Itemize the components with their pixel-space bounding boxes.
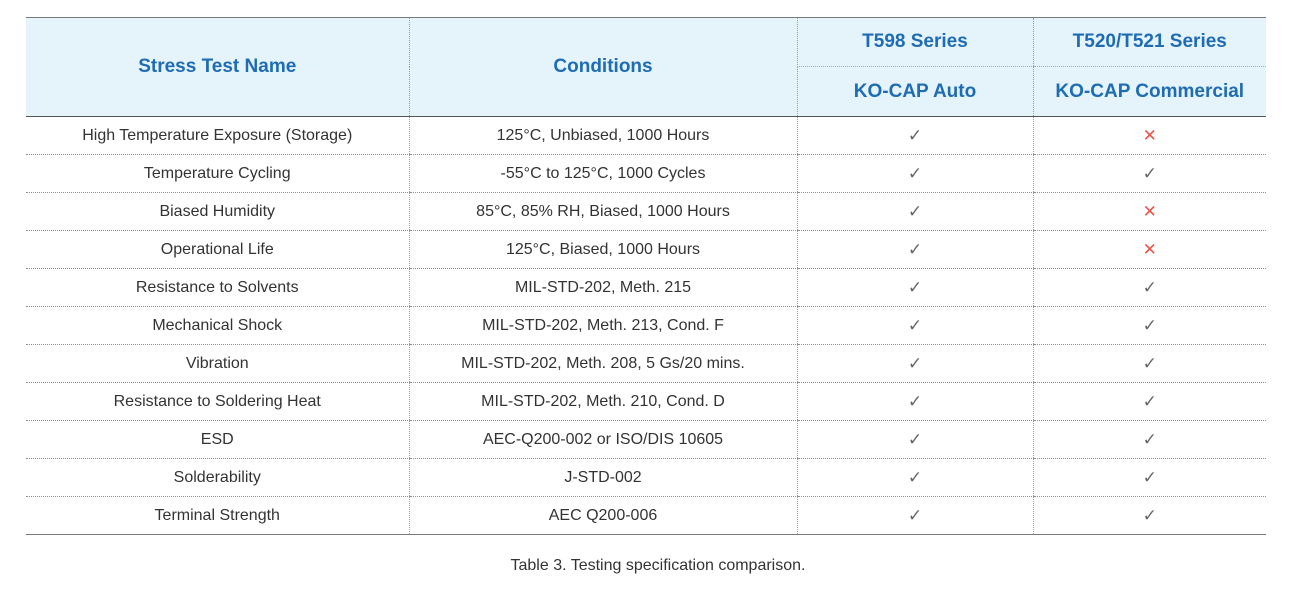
- t598-result-cell: ✓: [796, 230, 1033, 269]
- test-name-cell: Solderability: [26, 458, 409, 497]
- check-icon: ✓: [907, 353, 923, 373]
- header-series-t598: T598 Series: [796, 17, 1033, 67]
- t598-result-cell: ✓: [796, 458, 1033, 497]
- check-icon: ✓: [907, 125, 923, 145]
- table-row: High Temperature Exposure (Storage) 125°C…: [26, 116, 1266, 155]
- t520-result-cell: ✕: [1032, 230, 1266, 269]
- conditions-cell: 125°C, Biased, 1000 Hours: [408, 230, 797, 269]
- header-product-ko-cap-auto: KO-CAP Auto: [796, 66, 1033, 117]
- t598-result-cell: ✓: [796, 116, 1033, 155]
- header-product-ko-cap-commercial: KO-CAP Commercial: [1032, 66, 1266, 117]
- conditions-cell: MIL-STD-202, Meth. 215: [408, 268, 797, 307]
- header-test-name: Stress Test Name: [26, 17, 409, 117]
- header-row-series: Stress Test Name Conditions T598 Series …: [26, 17, 1266, 117]
- header-row-products: KO-CAP Auto KO-CAP Commercial: [26, 66, 1266, 117]
- table-row: Vibration MIL-STD-202, Meth. 208, 5 Gs/20…: [26, 344, 1266, 383]
- test-name-cell: High Temperature Exposure (Storage): [26, 116, 409, 155]
- test-name-cell: Resistance to Solvents: [26, 268, 409, 307]
- conditions-cell: MIL-STD-202, Meth. 208, 5 Gs/20 mins.: [408, 344, 797, 383]
- check-icon: ✓: [907, 201, 923, 221]
- test-name-cell: ESD: [26, 420, 409, 459]
- test-name-cell: Temperature Cycling: [26, 154, 409, 193]
- conditions-cell: 85°C, 85% RH, Biased, 1000 Hours: [408, 192, 797, 231]
- table-row: ESD AEC-Q200-002 or ISO/DIS 10605 ✓ ✓: [26, 420, 1266, 459]
- check-icon: ✓: [1142, 429, 1157, 449]
- t520-result-cell: ✓: [1032, 496, 1266, 535]
- table-row: Temperature Cycling -55°C to 125°C, 1000 …: [26, 154, 1266, 193]
- table-row: Resistance to Soldering Heat MIL-STD-202,…: [26, 382, 1266, 421]
- test-name-cell: Vibration: [26, 344, 409, 383]
- check-icon: ✓: [1142, 315, 1157, 335]
- t598-result-cell: ✓: [796, 496, 1033, 535]
- t520-result-cell: ✓: [1032, 382, 1266, 421]
- table-row: Biased Humidity 85°C, 85% RH, Biased, 100…: [26, 192, 1266, 231]
- conditions-cell: MIL-STD-202, Meth. 213, Cond. F: [408, 306, 797, 345]
- table-caption: Table 3. Testing specification compariso…: [510, 557, 806, 574]
- conditions-cell: AEC-Q200-002 or ISO/DIS 10605: [408, 420, 797, 459]
- t520-result-cell: ✓: [1032, 306, 1266, 345]
- t520-result-cell: ✓: [1032, 344, 1266, 383]
- cross-icon: ✕: [1142, 201, 1157, 221]
- t520-result-cell: ✓: [1032, 420, 1266, 459]
- t520-result-cell: ✕: [1032, 116, 1266, 155]
- t598-result-cell: ✓: [796, 154, 1033, 193]
- conditions-cell: 125°C, Unbiased, 1000 Hours: [408, 116, 797, 155]
- test-name-cell: Mechanical Shock: [26, 306, 409, 345]
- t598-result-cell: ✓: [796, 344, 1033, 383]
- test-name-cell: Terminal Strength: [26, 496, 409, 535]
- check-icon: ✓: [907, 429, 923, 449]
- test-name-cell: Operational Life: [26, 230, 409, 269]
- check-icon: ✓: [907, 239, 923, 259]
- t598-result-cell: ✓: [796, 420, 1033, 459]
- check-icon: ✓: [907, 315, 923, 335]
- conditions-cell: AEC Q200-006: [408, 496, 797, 535]
- table-row: Terminal Strength AEC Q200-006 ✓ ✓: [26, 496, 1266, 535]
- check-icon: ✓: [907, 277, 923, 297]
- check-icon: ✓: [1142, 467, 1157, 487]
- table-row: Resistance to Solvents MIL-STD-202, Meth.…: [26, 268, 1266, 307]
- check-icon: ✓: [1142, 353, 1157, 373]
- t520-result-cell: ✓: [1032, 268, 1266, 307]
- header-series-t520: T520/T521 Series: [1032, 17, 1266, 67]
- t520-result-cell: ✕: [1032, 192, 1266, 231]
- header-conditions: Conditions: [408, 17, 797, 117]
- check-icon: ✓: [907, 505, 923, 525]
- test-name-cell: Biased Humidity: [26, 192, 409, 231]
- table-row: Mechanical Shock MIL-STD-202, Meth. 213, …: [26, 306, 1266, 345]
- t598-result-cell: ✓: [796, 192, 1033, 231]
- conditions-cell: J-STD-002: [408, 458, 797, 497]
- t598-result-cell: ✓: [796, 382, 1033, 421]
- check-icon: ✓: [907, 467, 923, 487]
- t520-result-cell: ✓: [1032, 458, 1266, 497]
- t598-result-cell: ✓: [796, 306, 1033, 345]
- check-icon: ✓: [1142, 505, 1157, 525]
- check-icon: ✓: [1142, 277, 1157, 297]
- check-icon: ✓: [1142, 391, 1157, 411]
- spec-comparison-table: Stress Test Name Conditions T598 Series …: [26, 17, 1266, 535]
- test-name-cell: Resistance to Soldering Heat: [26, 382, 409, 421]
- t598-result-cell: ✓: [796, 268, 1033, 307]
- check-icon: ✓: [907, 391, 923, 411]
- table-body: High Temperature Exposure (Storage) 125°C…: [26, 116, 1266, 535]
- conditions-cell: MIL-STD-202, Meth. 210, Cond. D: [408, 382, 797, 421]
- check-icon: ✓: [907, 163, 923, 183]
- conditions-cell: -55°C to 125°C, 1000 Cycles: [408, 154, 797, 193]
- table-header: Stress Test Name Conditions T598 Series …: [26, 17, 1266, 117]
- t520-result-cell: ✓: [1032, 154, 1266, 193]
- cross-icon: ✕: [1142, 239, 1157, 259]
- table-row: Operational Life 125°C, Biased, 1000 Hour…: [26, 230, 1266, 269]
- check-icon: ✓: [1142, 163, 1157, 183]
- cross-icon: ✕: [1142, 125, 1157, 145]
- table-row: Solderability J-STD-002 ✓ ✓: [26, 458, 1266, 497]
